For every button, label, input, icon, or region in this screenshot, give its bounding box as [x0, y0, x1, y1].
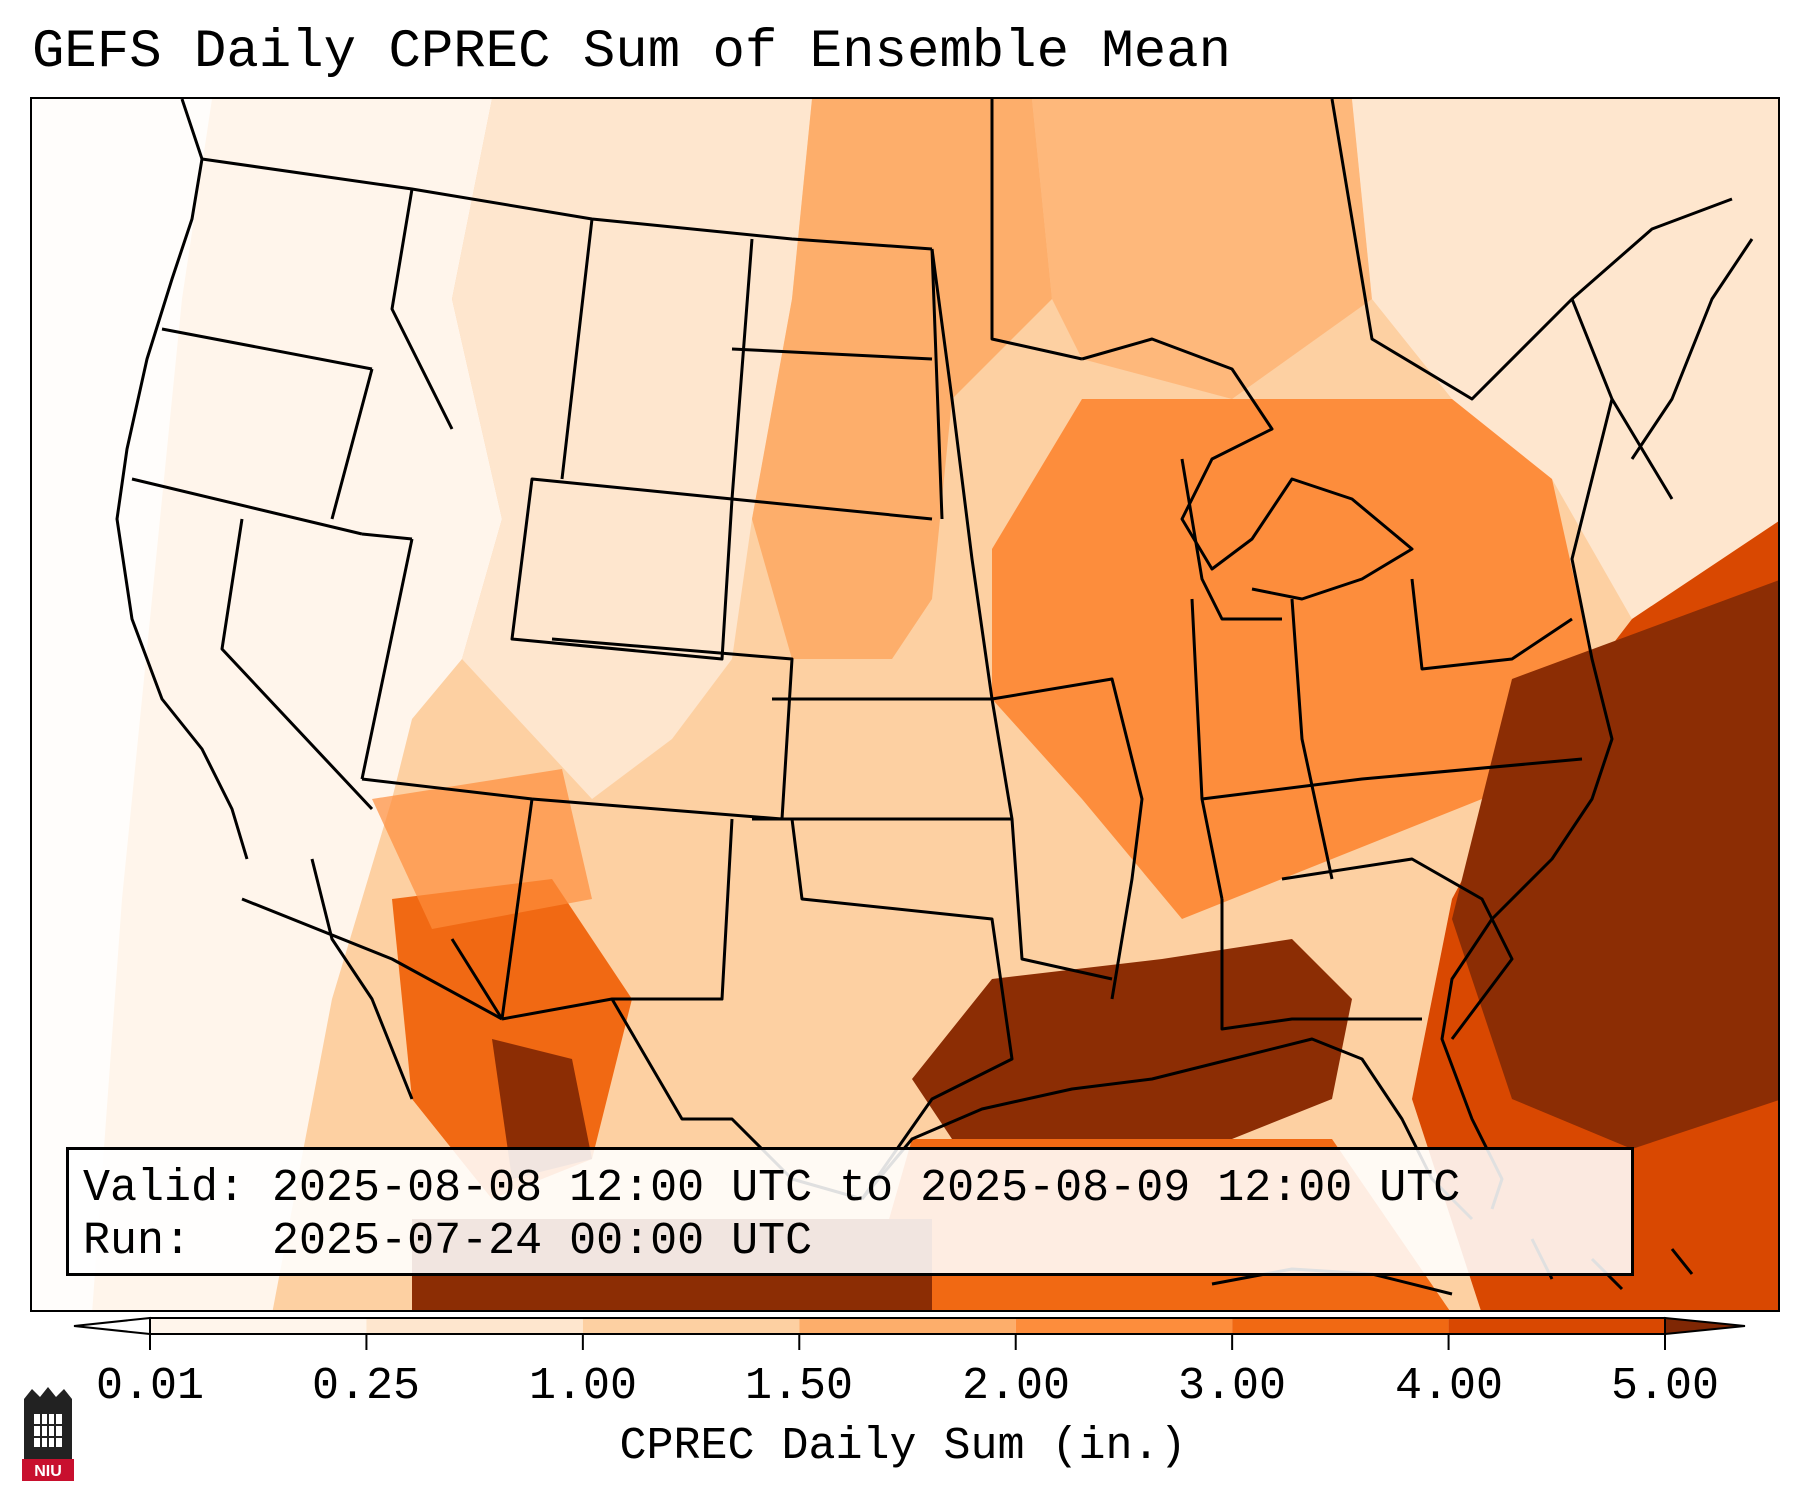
map-title: GEFS Daily CPREC Sum of Ensemble Mean — [32, 22, 1231, 83]
id-borders — [330, 368, 413, 541]
precip-field-southwest — [372, 769, 592, 929]
precip-field-east — [992, 399, 1592, 919]
tick-label-0: 0.01 — [95, 1361, 205, 1412]
michigan — [1180, 458, 1282, 621]
precip-field-gulf-max — [912, 939, 1352, 1159]
colorbar-segment — [1448, 1318, 1665, 1334]
tn-nc-border — [1201, 757, 1583, 801]
mo-ar-borders — [991, 677, 1144, 1000]
colorbar-segment — [799, 1318, 1016, 1334]
canada-provinces — [990, 99, 1733, 401]
colorbar-over-arrow — [1664, 1316, 1746, 1336]
valid-label: Valid: — [83, 1163, 246, 1214]
precip-field-northern-plains — [752, 99, 1052, 659]
az-nm-border — [500, 798, 534, 1020]
gulf-states-border — [1220, 899, 1422, 1031]
gulf-coastline — [860, 1037, 1474, 1221]
tick-label-3: 1.50 — [744, 1361, 854, 1412]
precip-field-mexico-max — [492, 1039, 592, 1179]
tick-label-6: 4.00 — [1394, 1361, 1504, 1412]
tick-label-5: 3.00 — [1177, 1361, 1287, 1412]
northern-plains-borders — [560, 218, 944, 520]
niu-logo: NIU — [22, 1387, 74, 1481]
pacific-coastline — [115, 99, 249, 860]
baja-peninsula — [310, 858, 504, 1100]
precip-field-pacific — [32, 99, 212, 1310]
nv-ut-border — [360, 538, 414, 780]
id-mt-border — [390, 188, 454, 430]
precip-field-canada — [1032, 99, 1372, 399]
plains-horizontal-borders — [731, 347, 1012, 821]
tick-label-7: 5.00 — [1610, 1361, 1720, 1412]
colorbar-segment — [582, 1318, 800, 1334]
tick-label-4: 2.00 — [961, 1361, 1071, 1412]
colorbar-outline — [149, 1317, 1666, 1335]
state-boundaries — [115, 99, 1754, 1296]
new-england-coast — [1610, 238, 1754, 500]
wyoming — [510, 477, 734, 661]
colorado — [531, 637, 794, 821]
texas-oklahoma — [612, 818, 1014, 1200]
ut-az-border — [361, 777, 533, 801]
colorbar — [73, 1316, 1746, 1350]
colorbar-segment — [150, 1318, 367, 1334]
atlantic-coastline — [1440, 298, 1614, 1210]
wa-or-border — [161, 327, 373, 371]
colorbar-segment — [1232, 1318, 1449, 1334]
precip-field-plains-light — [452, 99, 812, 799]
or-ca-border — [131, 477, 363, 536]
colorbar-segment — [1015, 1318, 1233, 1334]
run-value: 2025-07-24 00:00 UTC — [272, 1216, 813, 1267]
niu-logo-text: NIU — [34, 1463, 62, 1480]
run-label: Run: — [83, 1216, 192, 1267]
great-lakes-shore — [1081, 337, 1414, 601]
precip-field-atlantic-max — [1452, 580, 1778, 1149]
valid-value: 2025-08-08 12:00 UTC to 2025-08-09 12:00… — [272, 1163, 1461, 1214]
tick-label-2: 1.00 — [528, 1361, 638, 1412]
mexico-border-west — [241, 897, 503, 1021]
valid-run-info-box: Valid: 2025-08-08 12:00 UTC to 2025-08-0… — [66, 1147, 1634, 1276]
colorbar-under-arrow — [73, 1316, 151, 1336]
southeast-borders — [1281, 857, 1514, 1040]
colorbar-label: CPREC Daily Sum (in.) — [619, 1421, 1187, 1472]
tick-label-1: 0.25 — [311, 1361, 421, 1412]
nv-ca-border — [220, 518, 374, 811]
precipitation-map — [30, 97, 1780, 1312]
map-canvas — [32, 99, 1778, 1310]
precip-field-northeast-light — [1352, 99, 1778, 619]
niu-logo-badge — [22, 1459, 74, 1481]
colorbar-segment — [366, 1318, 583, 1334]
